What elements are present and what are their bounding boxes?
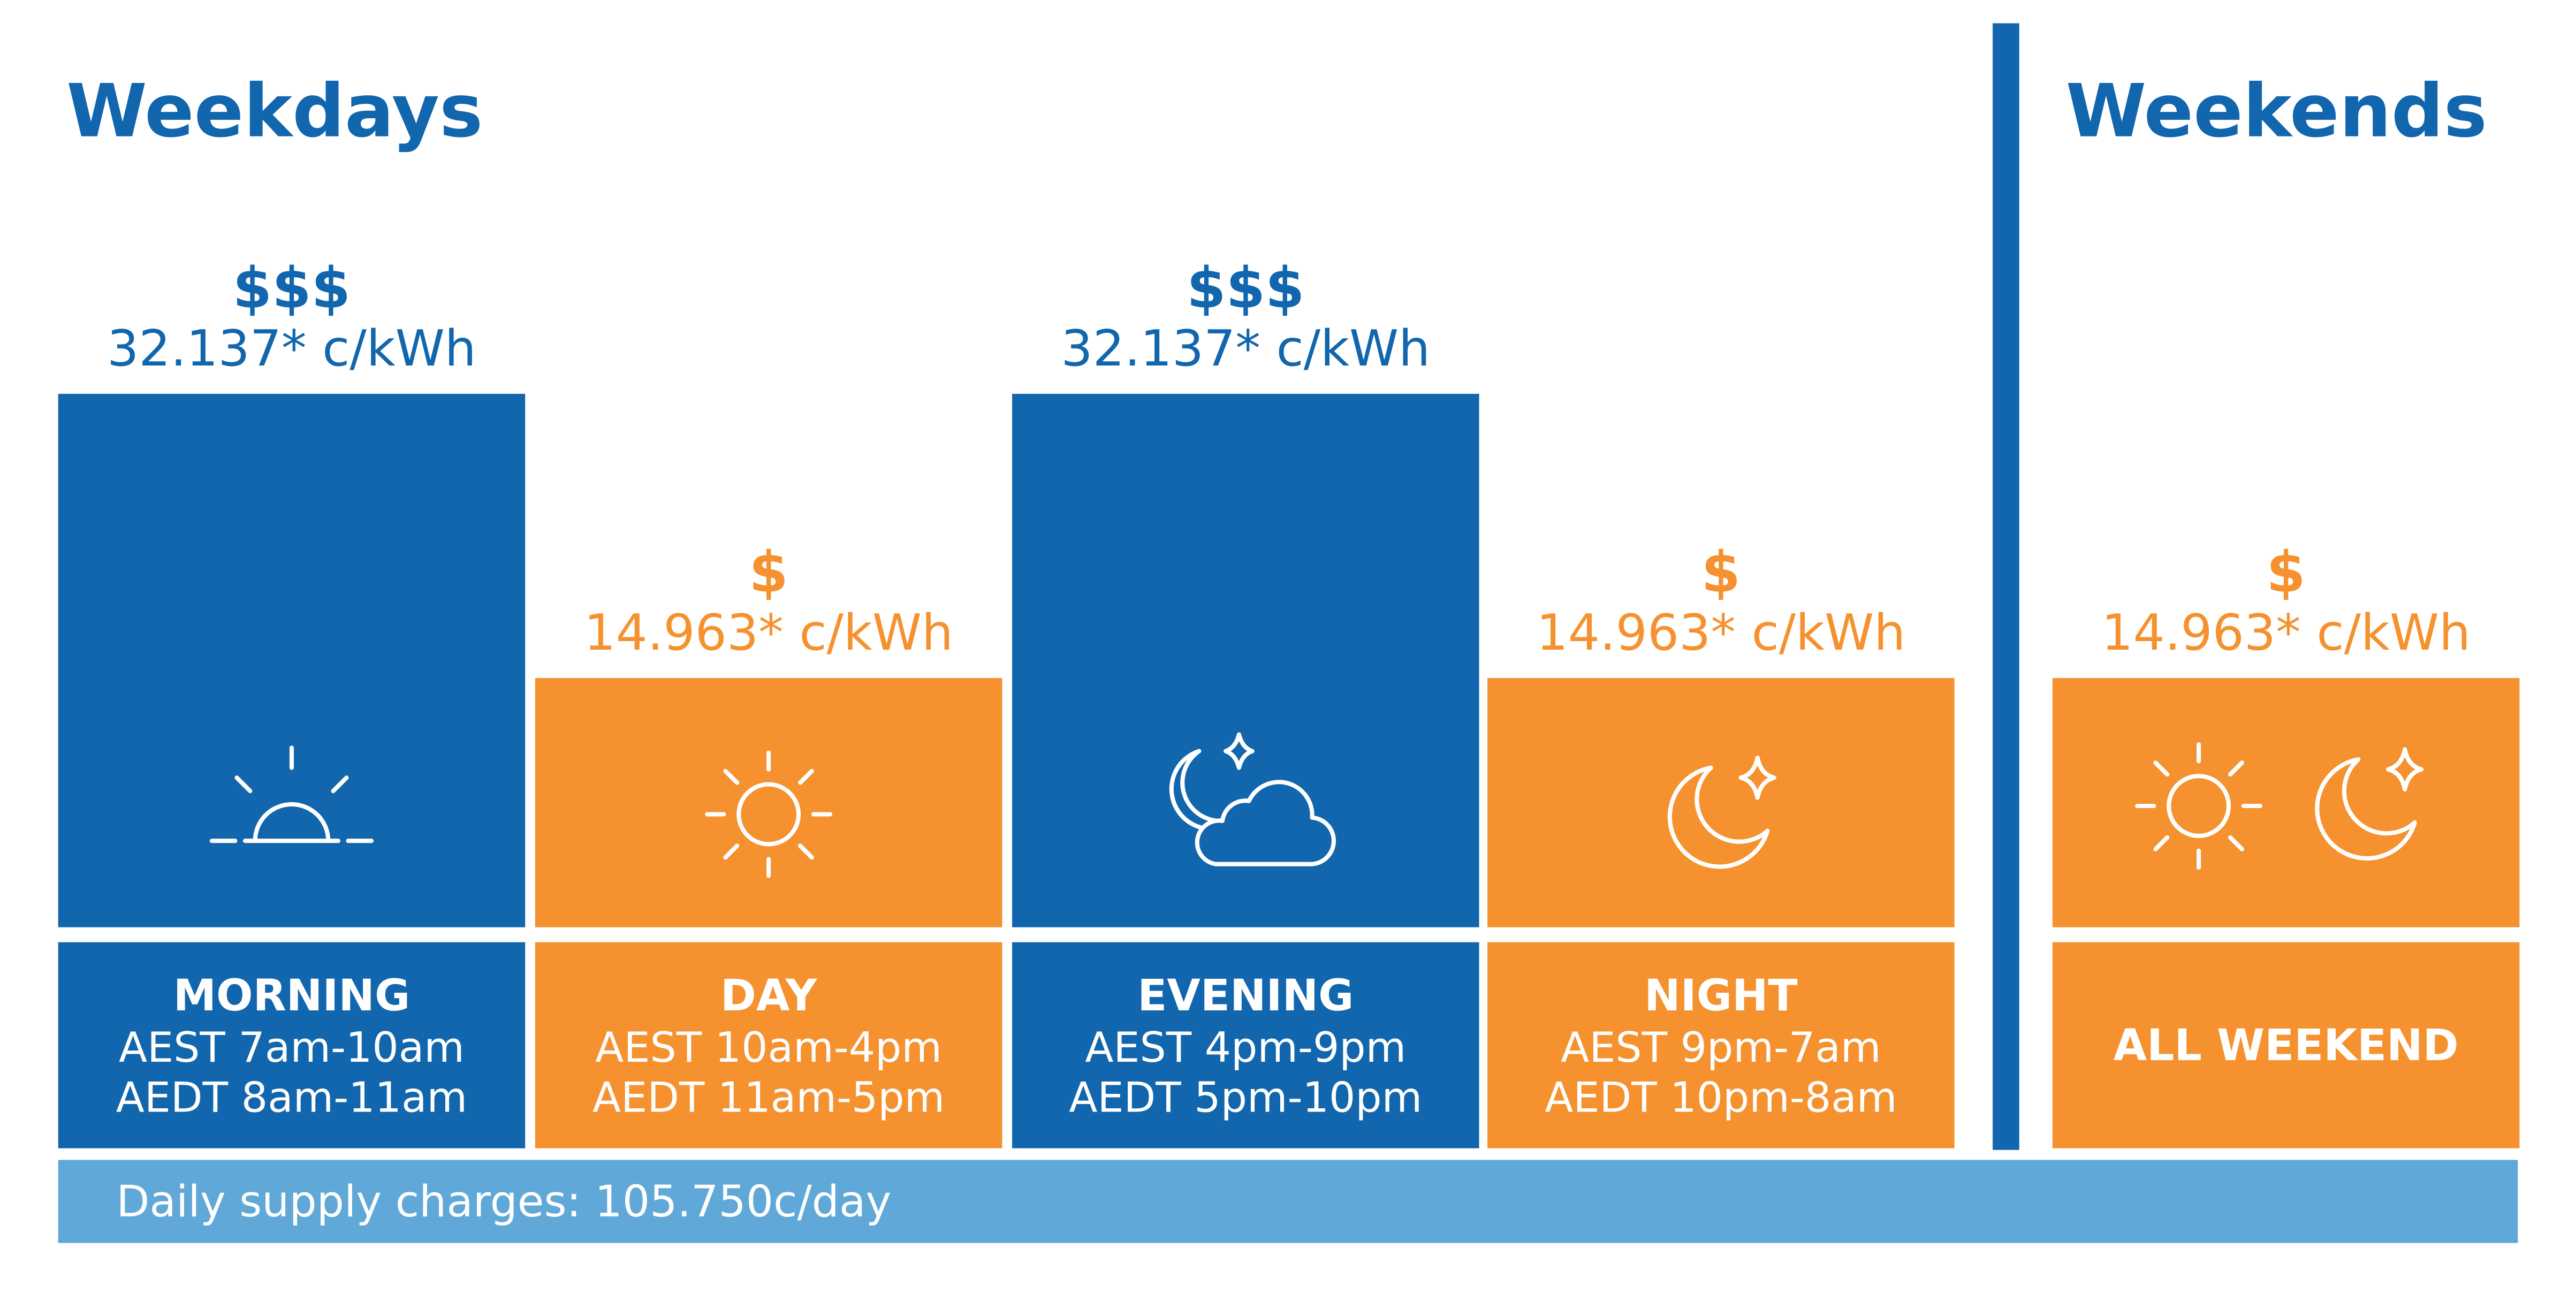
rate: 32.137* c/kWh: [107, 319, 476, 377]
period-name: NIGHT: [1644, 971, 1797, 1021]
divider: [1993, 23, 2019, 1150]
aest-time: AEST 10am-4pm: [595, 1024, 942, 1072]
label-box: [1012, 942, 1479, 1148]
price-block: [535, 678, 1002, 927]
period-name: DAY: [720, 971, 818, 1021]
label-box: [1487, 942, 1955, 1148]
period-name: MORNING: [173, 971, 411, 1021]
rate: 14.963* c/kWh: [584, 604, 953, 661]
rate: 32.137* c/kWh: [1061, 319, 1430, 377]
price-block: [1487, 678, 1955, 927]
period-name: ALL WEEKEND: [2114, 1021, 2459, 1071]
cost-symbol: $: [1701, 539, 1741, 605]
cost-symbol: $$$: [233, 255, 351, 321]
footer-text: Daily supply charges: 105.750c/day: [116, 1177, 891, 1227]
period-name: EVENING: [1137, 971, 1354, 1021]
aedt-time: AEDT 8am-11am: [116, 1074, 467, 1122]
aedt-time: AEDT 5pm-10pm: [1069, 1074, 1422, 1122]
price-block: [58, 393, 526, 927]
aest-time: AEST 7am-10am: [119, 1024, 465, 1072]
aedt-time: AEDT 10pm-8am: [1545, 1074, 1897, 1122]
label-box: [58, 942, 526, 1148]
cost-symbol: $: [2266, 539, 2305, 605]
rate: 14.963* c/kWh: [2101, 604, 2471, 661]
rate: 14.963* c/kWh: [1537, 604, 1906, 661]
cost-symbol: $: [749, 539, 788, 605]
label-box: [535, 942, 1002, 1148]
aedt-time: AEDT 11am-5pm: [592, 1074, 945, 1122]
cost-symbol: $$$: [1187, 255, 1304, 321]
aest-time: AEST 4pm-9pm: [1085, 1024, 1406, 1072]
footer-bar: [58, 1160, 2518, 1243]
weekdays-title: Weekdays: [66, 69, 483, 154]
weekends-title: Weekends: [2066, 69, 2487, 154]
price-block: [2052, 678, 2520, 927]
label-box: [2052, 942, 2520, 1148]
aest-time: AEST 9pm-7am: [1561, 1024, 1881, 1072]
